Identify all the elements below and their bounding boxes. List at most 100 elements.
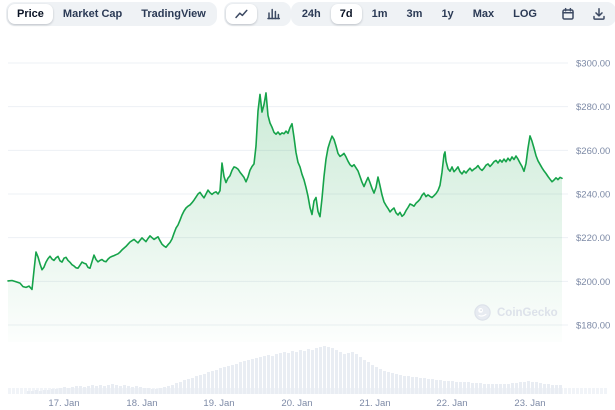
y-axis-label: $300.00 [576, 59, 610, 70]
volume-bar [439, 380, 442, 394]
volume-bar [247, 360, 250, 394]
volume-bar [59, 388, 62, 394]
volume-bar [139, 387, 142, 394]
volume-bar [87, 386, 90, 394]
range-3m[interactable]: 3m [398, 4, 432, 24]
range-tabs: 24h 7d 1m 3m 1y Max LOG [290, 2, 615, 26]
volume-bar [387, 372, 390, 394]
volume-bar [151, 389, 154, 394]
volume-bar [207, 372, 210, 394]
navigator-tick [568, 388, 571, 394]
metric-tabs: Price Market Cap TradingView [6, 2, 217, 26]
download-icon [593, 8, 605, 20]
line-chart-button[interactable] [225, 4, 257, 24]
volume-bar [535, 382, 538, 394]
volume-bar [411, 377, 414, 394]
line-chart-icon [235, 9, 248, 19]
volume-bar [391, 373, 394, 394]
bar-chart-icon [267, 8, 280, 20]
volume-bar [123, 385, 126, 394]
volume-bar [167, 386, 170, 394]
volume-bar [211, 371, 214, 394]
navigator-tick [604, 388, 607, 394]
volume-bar [475, 383, 478, 394]
volume-bar [55, 389, 58, 394]
volume-bar [427, 379, 430, 394]
volume-bar [219, 368, 222, 394]
volume-bar [35, 390, 38, 394]
navigator-tick [588, 388, 591, 394]
y-axis-label: $180.00 [576, 320, 610, 331]
y-axis-label: $280.00 [576, 102, 610, 113]
volume-bar [235, 364, 238, 394]
price-area-fill [8, 92, 562, 343]
volume-bar [491, 384, 494, 394]
volume-bar [443, 381, 446, 394]
volume-bar [179, 382, 182, 394]
volume-bar [523, 382, 526, 394]
navigator-tick [8, 388, 11, 394]
date-range-button[interactable] [553, 4, 583, 24]
y-axis-label: $240.00 [576, 189, 610, 200]
x-axis-label: 22. Jan [436, 398, 467, 409]
volume-bar [191, 378, 194, 394]
navigator-tick [600, 388, 603, 394]
volume-bar [371, 365, 374, 394]
volume-bar [171, 385, 174, 394]
price-chart[interactable]: $300.00 $280.00 $260.00 $240.00 $220.00 $200.… [0, 40, 615, 410]
volume-bar [547, 384, 550, 394]
volume-bar [419, 378, 422, 394]
volume-bar [91, 385, 94, 394]
range-7d[interactable]: 7d [330, 4, 362, 24]
volume-bar [119, 386, 122, 394]
volume-bar [203, 374, 206, 394]
download-button[interactable] [584, 4, 614, 24]
volume-bar [299, 350, 302, 394]
navigator-tick [596, 388, 599, 394]
range-1y[interactable]: 1y [432, 4, 462, 24]
volume-bar [127, 386, 130, 394]
range-1m[interactable]: 1m [363, 4, 397, 24]
tab-market-cap[interactable]: Market Cap [54, 4, 131, 24]
volume-bar [143, 388, 146, 394]
volume-bar [451, 381, 454, 394]
volume-bar [375, 367, 378, 394]
volume-bar [471, 383, 474, 394]
tab-tradingview[interactable]: TradingView [132, 4, 215, 24]
range-24h[interactable]: 24h [293, 4, 330, 24]
volume-bar [511, 383, 514, 394]
volume-bar [243, 361, 246, 394]
volume-bar [507, 384, 510, 394]
volume-bar [431, 379, 434, 394]
volume-bar [403, 376, 406, 394]
volume-bar [107, 385, 110, 394]
volume-bar [379, 369, 382, 394]
volume-bar [343, 354, 346, 394]
volume-bar [331, 348, 334, 394]
price-line [7, 92, 563, 291]
volume-bar [271, 356, 274, 394]
log-scale-toggle[interactable]: LOG [504, 4, 546, 24]
volume-bar [175, 383, 178, 394]
volume-bar [283, 352, 286, 394]
volume-bar [543, 384, 546, 394]
volume-bar [291, 351, 294, 394]
volume-bar [351, 352, 354, 394]
bar-chart-button[interactable] [258, 4, 289, 24]
volume-bar [311, 350, 314, 394]
volume-bar [503, 384, 506, 394]
volume-bar [275, 354, 278, 394]
range-max[interactable]: Max [464, 4, 503, 24]
volume-bar [155, 389, 158, 394]
x-axis-label: 23. Jan [514, 398, 545, 409]
volume-bar [115, 385, 118, 394]
tab-price[interactable]: Price [8, 4, 53, 24]
volume-bar [251, 359, 254, 394]
chart-type-tabs [223, 2, 291, 26]
x-axis-label: 17. Jan [48, 398, 79, 409]
volume-bar [43, 390, 46, 394]
navigator-tick [584, 388, 587, 394]
volume-bar [31, 391, 34, 394]
volume-bar [319, 347, 322, 394]
